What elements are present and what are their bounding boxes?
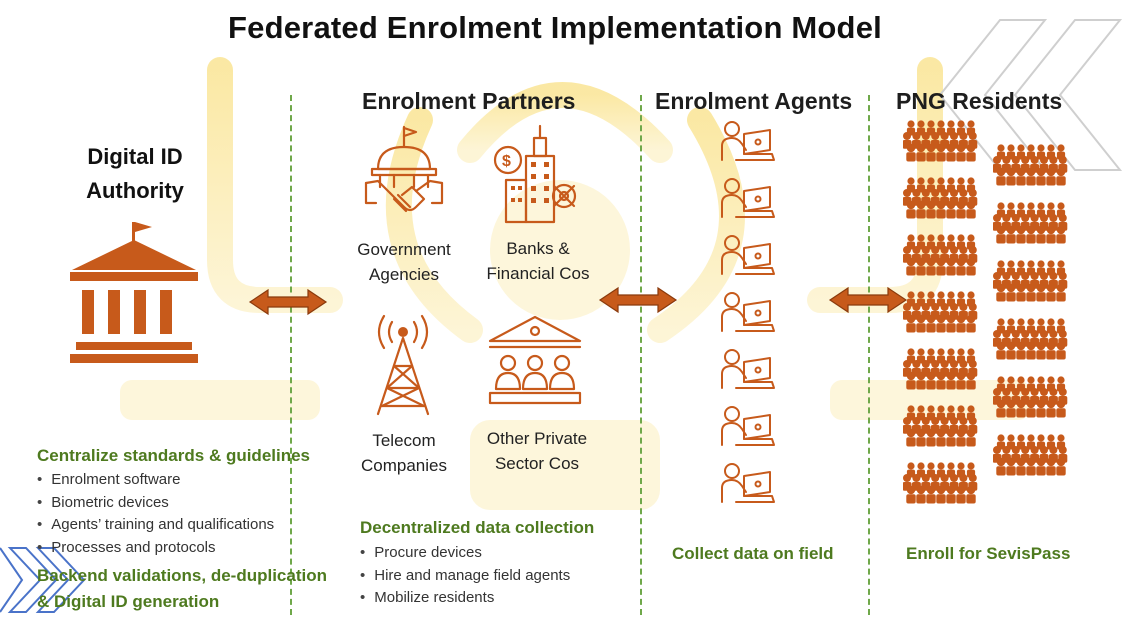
divider-partners-agents [640,95,642,615]
partners-section-title: Decentralized data collection [360,518,595,537]
people-crowd-icon [993,376,1068,418]
government-label: Government Agencies [345,237,463,287]
people-crowd-icon [903,291,978,333]
agent-laptop-icon [721,292,775,332]
double-headed-arrow-icon [248,288,328,316]
people-crowd-icon [903,234,978,276]
residents-crowd-column-left [903,118,983,518]
list-item: Biometric devices [37,492,274,515]
list-item: Hire and manage field agents [360,565,570,588]
list-item: Procure devices [360,542,570,565]
agent-laptop-icon [721,235,775,275]
people-crowd-icon [993,144,1068,186]
agents-heading: Enrolment Agents [655,88,853,114]
banks-label-line1: Banks & [506,239,570,258]
authority-footer: Backend validations, de-duplication & Di… [37,563,327,615]
telecom-label-line2: Companies [361,456,447,475]
banks-label-line2: Financial Cos [486,264,590,283]
government-label-line1: Government [357,240,451,259]
people-crowd-icon [903,462,978,504]
list-item: Enrolment software [37,469,274,492]
authority-heading: Digital ID Authority [40,140,230,208]
people-crowd-icon [903,348,978,390]
divider-agents-residents [868,95,870,615]
authority-footer-line1: Backend validations, de-duplication [37,566,327,585]
agents-caption: Collect data on field [672,544,834,563]
people-crowd-icon [993,260,1068,302]
bank-finance-icon: $ [493,124,577,224]
agent-laptop-icon [721,349,775,389]
authority-footer-line2: & Digital ID generation [37,592,220,611]
authority-heading-line2: Authority [86,178,184,203]
list-item: Processes and protocols [37,537,274,560]
authority-items-list: Enrolment software Biometric devices Age… [37,469,274,559]
authority-section-title: Centralize standards & guidelines [37,446,311,465]
agents-icon-stack [718,120,784,520]
people-crowd-icon [903,177,978,219]
double-headed-arrow-icon [828,286,908,314]
residents-crowd-column-right [993,142,1073,482]
partners-heading: Enrolment Partners [362,88,576,114]
telecom-tower-icon [376,314,430,416]
people-crowd-icon [903,120,978,162]
list-item: Agents’ training and qualifications [37,514,274,537]
people-crowd-icon [993,202,1068,244]
private-label: Other Private Sector Cos [475,426,599,476]
people-crowd-icon [993,434,1068,476]
people-crowd-icon [993,318,1068,360]
residents-caption: Enroll for SevisPass [906,544,1071,563]
double-headed-arrow-icon [598,286,678,314]
residents-heading: PNG Residents [896,88,1063,114]
agent-laptop-icon [721,121,775,161]
private-sector-people-icon [488,315,582,405]
partners-items-list: Procure devices Hire and manage field ag… [360,542,570,610]
divider-authority-partners [290,95,292,615]
government-label-line2: Agencies [369,265,439,284]
telecom-label: Telecom Companies [345,428,463,478]
agent-laptop-icon [721,463,775,503]
agent-laptop-icon [721,178,775,218]
telecom-label-line1: Telecom [372,431,436,450]
government-handshake-icon [364,125,444,213]
svg-text:$: $ [502,153,511,170]
banks-label: Banks & Financial Cos [478,236,598,286]
page-title: Federated Enrolment Implementation Model [228,10,882,45]
agent-laptop-icon [721,406,775,446]
private-label-line1: Other Private [486,429,588,448]
government-building-icon [70,222,198,363]
authority-heading-line1: Digital ID [87,144,183,169]
list-item: Mobilize residents [360,587,570,610]
people-crowd-icon [903,405,978,447]
private-label-line2: Sector Cos [494,454,580,473]
